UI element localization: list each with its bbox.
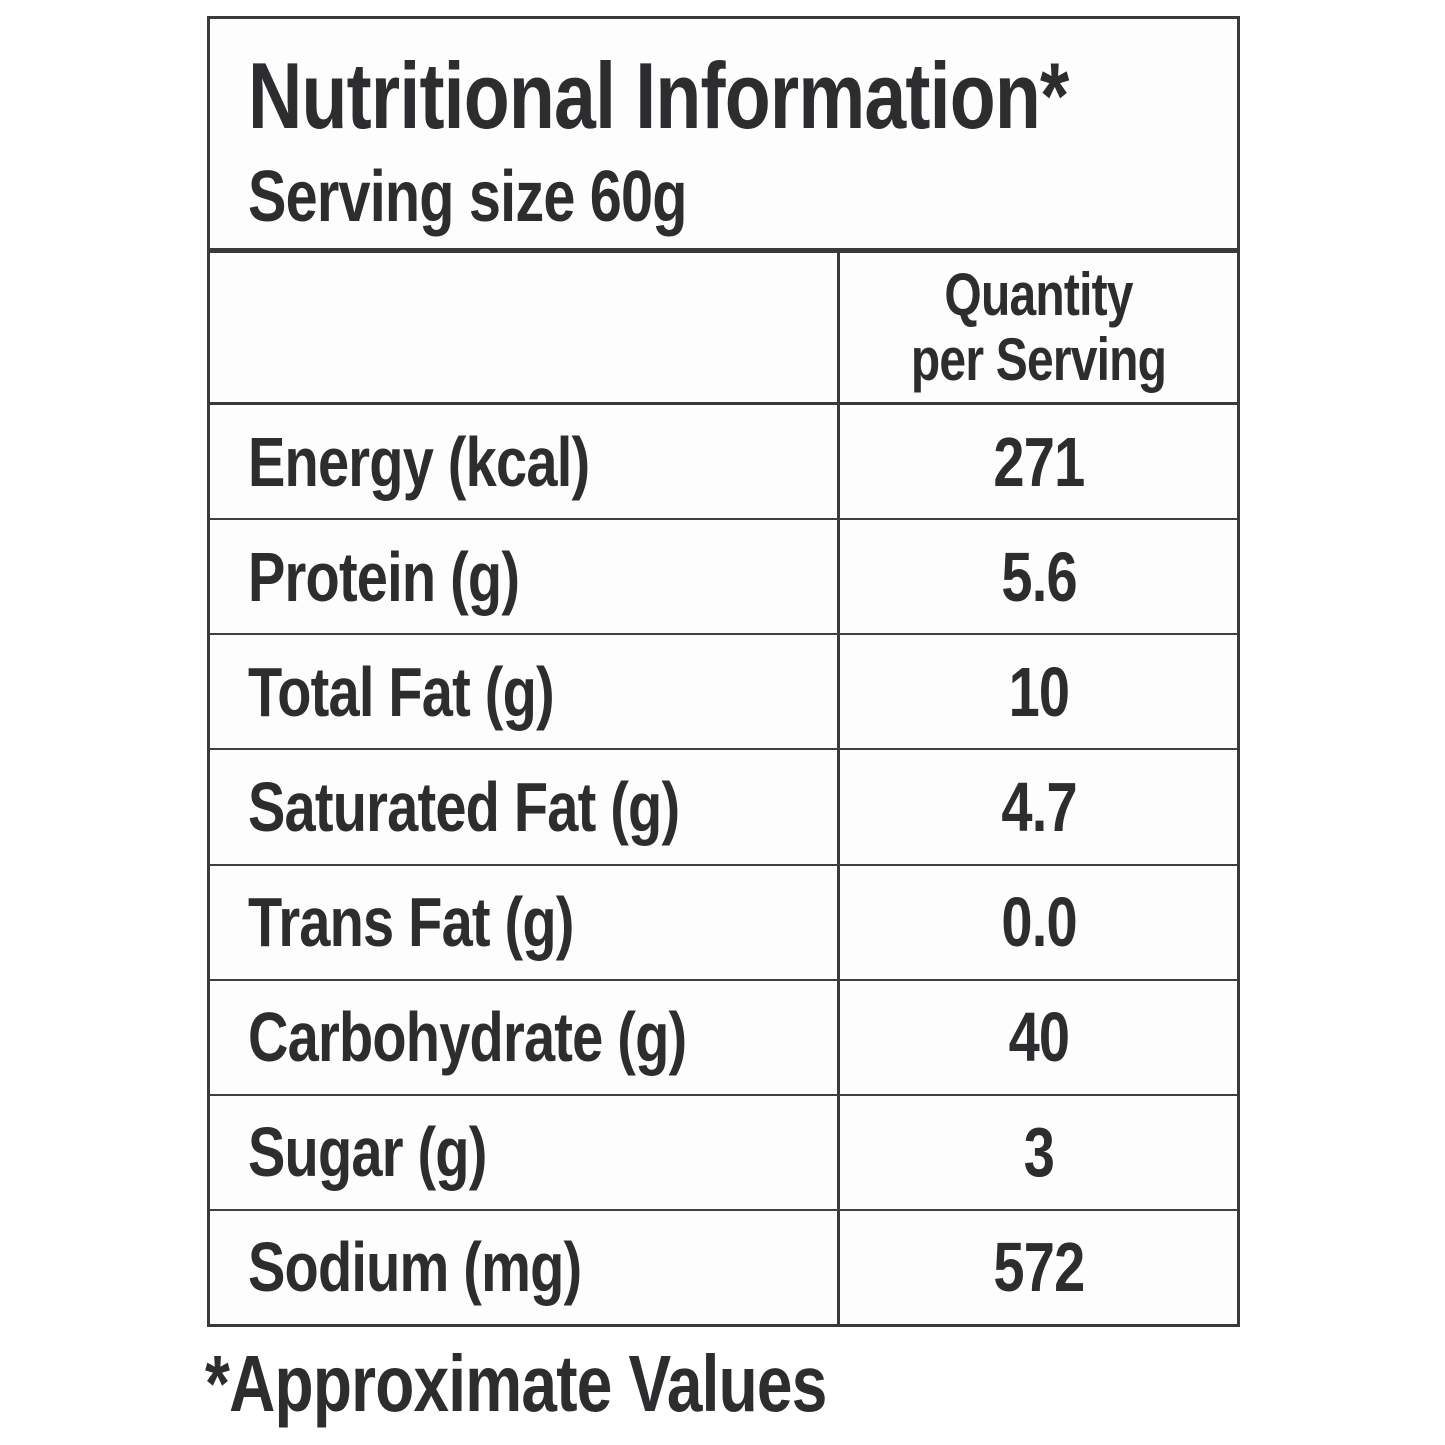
nutrient-label: Trans Fat (g) [248, 883, 574, 962]
nutrient-row-trans-fat: Trans Fat (g) 0.0 [210, 865, 1237, 981]
table-title-text: Nutritional Information* [248, 43, 1069, 148]
table-header-cell: Nutritional Information* Serving size 60… [210, 19, 1237, 253]
nutrient-value: 5.6 [837, 520, 1237, 634]
column-header-empty-cell [210, 253, 837, 402]
nutrient-label: Sugar (g) [248, 1113, 487, 1192]
nutrient-row-total-fat: Total Fat (g) 10 [210, 635, 1237, 751]
nutrient-value: 4.7 [837, 750, 1237, 864]
approximate-values-footnote: *Approximate Values [205, 1338, 982, 1430]
nutrient-rows: Energy (kcal) 271 Protein (g) 5.6 Total … [210, 405, 1237, 1324]
nutrient-row-protein: Protein (g) 5.6 [210, 520, 1237, 636]
nutrient-label: Saturated Fat (g) [248, 767, 680, 846]
nutrient-row-carbohydrate: Carbohydrate (g) 40 [210, 980, 1237, 1096]
footnote-text: *Approximate Values [205, 1339, 827, 1428]
column-header-quantity-cell: Quantity per Serving [837, 253, 1237, 402]
nutrient-value: 572 [837, 1210, 1237, 1324]
nutrient-label: Total Fat (g) [248, 652, 555, 731]
nutrition-table: Nutritional Information* Serving size 60… [207, 16, 1240, 1327]
nutrient-row-saturated-fat: Saturated Fat (g) 4.7 [210, 750, 1237, 866]
nutrient-label: Energy (kcal) [248, 422, 590, 501]
column-header-line2: per Serving [911, 325, 1167, 393]
serving-size: Serving size 60g [248, 158, 1237, 237]
nutrient-value: 0.0 [837, 865, 1237, 979]
nutrient-row-energy: Energy (kcal) 271 [210, 405, 1237, 521]
nutrient-row-sodium: Sodium (mg) 572 [210, 1210, 1237, 1324]
nutrient-label: Protein (g) [248, 537, 520, 616]
nutrient-value: 271 [837, 405, 1237, 519]
column-header-row: Quantity per Serving [210, 253, 1237, 405]
nutrient-label: Sodium (mg) [248, 1228, 582, 1307]
nutrient-value: 40 [837, 980, 1237, 1094]
nutrient-row-sugar: Sugar (g) 3 [210, 1095, 1237, 1211]
column-header-text: Quantity per Serving [911, 260, 1167, 393]
nutrient-value: 10 [837, 635, 1237, 749]
nutrient-value: 3 [837, 1095, 1237, 1209]
column-header-line1: Quantity [944, 260, 1134, 328]
table-title: Nutritional Information* [248, 43, 1237, 148]
nutrient-label: Carbohydrate (g) [248, 998, 687, 1077]
serving-size-text: Serving size 60g [248, 157, 687, 238]
